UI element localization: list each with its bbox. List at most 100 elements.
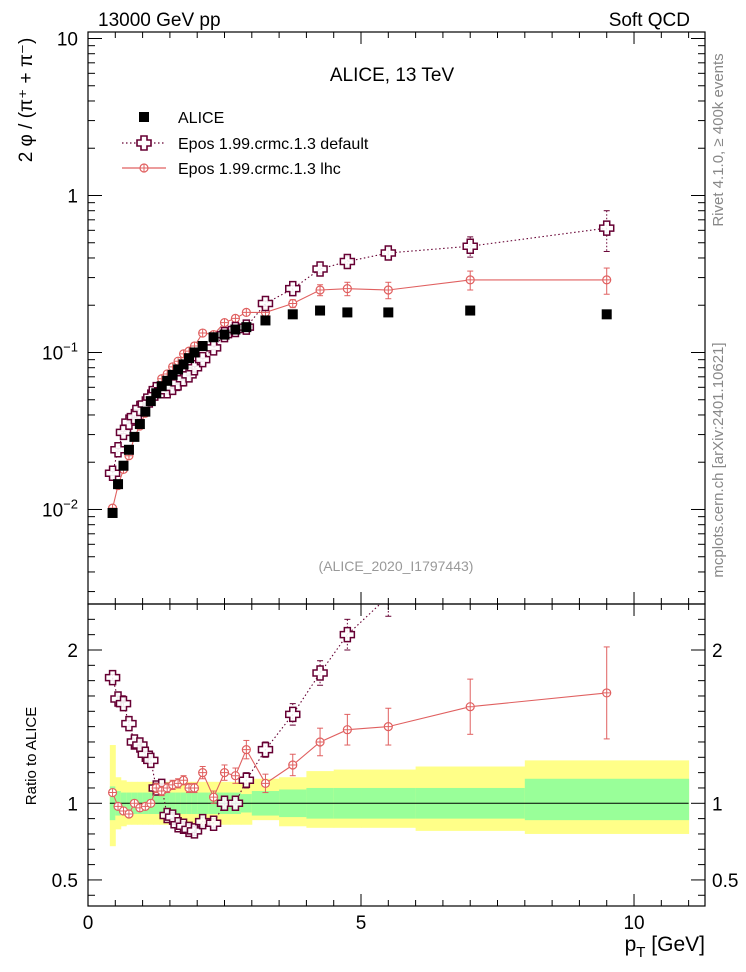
- alice-point: [601, 309, 612, 320]
- main-ylabel: 2 φ / (π⁺ + π⁻): [16, 38, 37, 163]
- y-tick-label-base: 1: [67, 186, 78, 207]
- legend: ALICE Epos 1.99.crmc.1.3 default Epos 1.…: [122, 110, 369, 178]
- epos-default-point: [257, 295, 274, 312]
- alice-point: [315, 305, 326, 316]
- epos-lhc-point-cross: [288, 299, 297, 308]
- epos-default-point: [598, 220, 615, 236]
- y-tick-label: 1: [67, 186, 78, 207]
- epos-default-point: [312, 261, 328, 277]
- epos-lhc-point-cross: [602, 275, 611, 284]
- ratio-epos-lhc-point-cross: [384, 722, 393, 731]
- ratio-epos-lhc-point-cross: [198, 768, 207, 777]
- ratio-panel: 0.5 0.5 1 1 2 2 0 5 10 Ratio to ALICE pT [GeV]: [23, 603, 738, 961]
- legend-marker-alice: [139, 112, 149, 122]
- epos-default-point: [339, 253, 356, 270]
- alice-point: [230, 324, 241, 335]
- ratio-epos-default-point: [143, 752, 159, 769]
- ratio-epos-default-point: [216, 795, 233, 812]
- y-tick-label: 10−2: [42, 496, 78, 521]
- ratio-epos-lhc-point-cross: [316, 737, 325, 746]
- ratio-epos-lhc-point-cross: [343, 725, 352, 734]
- ratio-epos-lhc-point-cross: [209, 793, 218, 802]
- y-tick-label-exponent: −2: [63, 496, 78, 511]
- alice-point: [167, 369, 178, 380]
- alice-point: [118, 460, 129, 471]
- ratio-y-tick-label-right: 1: [712, 794, 723, 815]
- ratio-epos-lhc-point-cross: [220, 768, 229, 777]
- ratio-axes: 0.5 0.5 1 1 2 2 0 5 10: [52, 604, 738, 934]
- plot-title: ALICE, 13 TeV: [330, 65, 455, 86]
- epos-lhc-point-cross: [231, 314, 240, 323]
- ratio-epos-lhc-point-cross: [179, 776, 188, 785]
- ratio-epos-default-point: [257, 741, 274, 758]
- watermark: (ALICE_2020_I1797443): [319, 558, 474, 574]
- alice-point: [465, 305, 476, 316]
- header-left: 13000 GeV pp: [98, 10, 221, 31]
- epos-lhc-point-cross: [384, 286, 393, 295]
- ratio-epos-lhc-point-cross: [146, 799, 155, 808]
- mcplots-label: mcplots.cern.ch [arXiv:2401.10621]: [710, 342, 727, 577]
- y-tick-label-base: 10: [42, 500, 63, 521]
- ratio-y-tick-label-left: 1: [67, 794, 78, 815]
- alice-point: [287, 309, 298, 320]
- x-tick-label: 10: [623, 913, 644, 934]
- legend-label-epos-default: Epos 1.99.crmc.1.3 default: [178, 136, 369, 153]
- epos-default-point: [285, 280, 301, 297]
- alice-point: [208, 332, 219, 343]
- ratio-epos-lhc-point-cross: [124, 810, 133, 819]
- alice-point: [107, 507, 118, 518]
- epos-lhc-point-cross: [316, 286, 325, 295]
- ratio-epos-default-point: [339, 626, 356, 643]
- stat-uncertainty-band: [524, 778, 690, 821]
- ratio-ylabel: Ratio to ALICE: [23, 707, 40, 805]
- ratio-epos-default-point: [115, 695, 132, 712]
- y-tick-label: 10: [57, 29, 78, 50]
- y-tick-label: 10−1: [42, 339, 78, 364]
- x-axis-label-unit: [GeV]: [645, 933, 705, 956]
- ratio-y-tick-label-left: 0.5: [52, 871, 78, 892]
- y-tick-label-base: 10: [57, 29, 78, 50]
- alice-point: [173, 364, 184, 375]
- ratio-epos-lhc-point-cross: [114, 802, 123, 811]
- alice-point: [113, 479, 124, 490]
- epos-default-point: [104, 465, 121, 482]
- ratio-data: [104, 604, 690, 847]
- ratio-epos-default-point: [121, 715, 137, 732]
- alice-point: [189, 347, 200, 358]
- alice-point: [342, 307, 353, 318]
- alice-point: [156, 381, 167, 392]
- alice-point: [129, 431, 140, 442]
- ratio-epos-default-point: [285, 706, 301, 723]
- epos-lhc-point-cross: [466, 275, 475, 284]
- ratio-epos-default-point: [205, 815, 222, 831]
- main-data: [104, 210, 615, 518]
- ratio-epos-lhc-point-cross: [261, 779, 270, 788]
- y-tick-label-exponent: −1: [63, 339, 78, 354]
- alice-point: [151, 388, 162, 399]
- alice-point: [162, 375, 173, 386]
- alice-point: [123, 444, 134, 455]
- ratio-epos-lhc-point-cross: [242, 745, 251, 754]
- legend-label-epos-lhc: Epos 1.99.crmc.1.3 lhc: [178, 161, 341, 178]
- alice-point: [197, 340, 208, 351]
- ratio-y-tick-label-left: 2: [67, 641, 78, 662]
- header-right: Soft QCD: [609, 10, 690, 31]
- ratio-epos-default-point: [186, 823, 203, 839]
- ratio-epos-default-point: [194, 813, 211, 830]
- epos-default-point: [462, 238, 478, 254]
- alice-point: [383, 307, 394, 318]
- epos-lhc-line: [112, 279, 607, 509]
- rivet-label: Rivet 4.1.0, ≥ 400k events: [710, 53, 727, 226]
- legend-label-alice: ALICE: [178, 110, 224, 127]
- ratio-epos-lhc-point-cross: [288, 760, 297, 769]
- epos-default-point: [110, 442, 126, 458]
- ratio-frame: [87, 603, 706, 907]
- ratio-epos-default-point: [104, 669, 121, 686]
- y-tick-label-base: 10: [42, 343, 63, 364]
- epos-lhc-point-cross: [242, 308, 251, 317]
- alice-point: [260, 315, 271, 326]
- ratio-epos-lhc-point-cross: [231, 771, 240, 780]
- ratio-epos-lhc-point-cross: [190, 783, 199, 792]
